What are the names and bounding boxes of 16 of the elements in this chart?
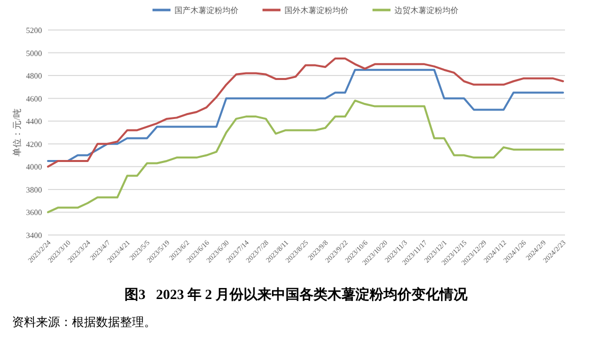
y-tick-label: 3800 [26, 185, 42, 194]
text: 资料来源：根据数据整理。 [12, 315, 156, 329]
y-axis-title: 单位：元/吨 [12, 108, 22, 156]
y-tick-label: 4800 [26, 72, 42, 81]
legend-label: 国外木薯淀粉均价 [284, 6, 348, 15]
legend-label: 边贸木薯淀粉均价 [394, 6, 458, 15]
text: 图3 2023 年 2 月份以来中国各类木薯淀粉均价变化情况 [124, 286, 468, 303]
y-tick-label: 3400 [26, 231, 42, 240]
y-tick-label: 4200 [26, 140, 42, 149]
y-tick-label: 4600 [26, 94, 42, 104]
legend-label: 国产木薯淀粉均价 [174, 6, 238, 15]
y-tick-label: 5000 [26, 48, 42, 58]
y-tick-label: 3600 [26, 208, 42, 218]
y-tick-label: 4000 [26, 162, 42, 172]
y-tick-label: 5200 [26, 26, 42, 35]
y-tick-label: 4400 [26, 117, 42, 126]
